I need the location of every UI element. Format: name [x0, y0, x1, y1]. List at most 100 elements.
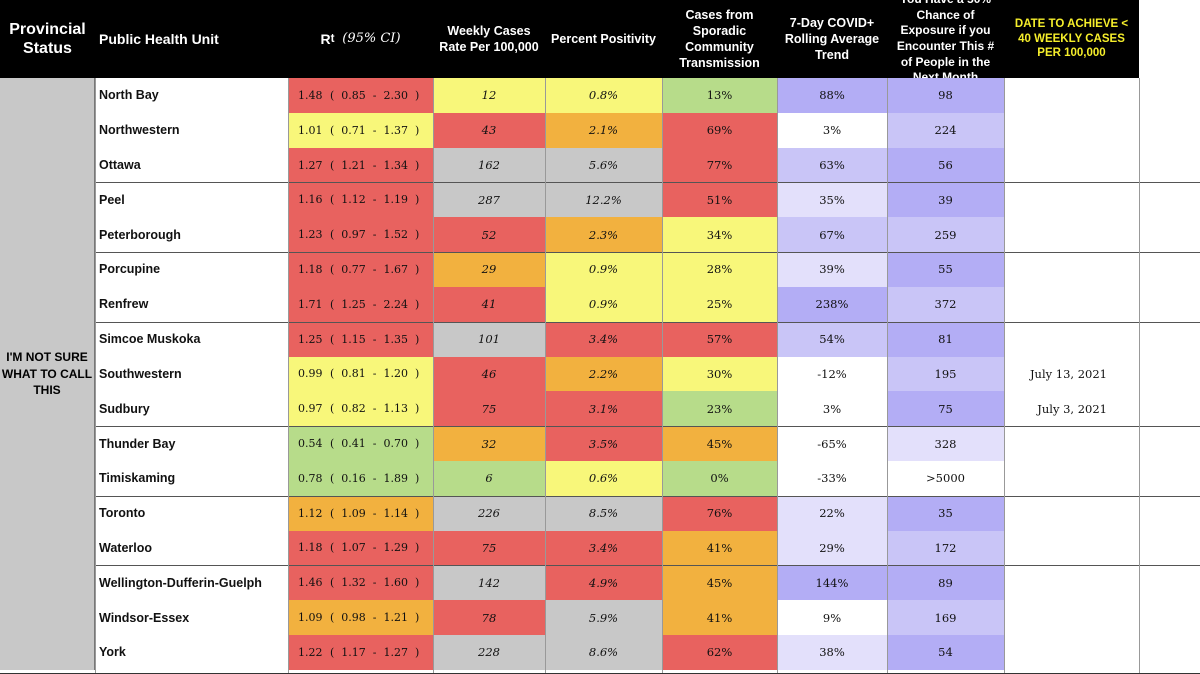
positivity-value: 8.6%	[545, 635, 662, 670]
trend-value: 54%	[777, 321, 887, 357]
rt-ci-high: 1.34	[383, 158, 409, 172]
rt-confidence-interval: ( 0.97 - 1.52 )	[330, 228, 420, 242]
weekly-rate-value: 29	[433, 252, 545, 287]
sporadic-value: 45%	[662, 565, 777, 601]
header-provincial-status: Provincial Status	[0, 0, 95, 78]
group-separator	[95, 321, 1200, 323]
header-rt-symbol: R	[320, 30, 331, 47]
phu-name: Toronto	[95, 495, 288, 531]
phu-name: Peterborough	[95, 217, 288, 253]
weekly-rate-value: 6	[433, 460, 545, 496]
phu-name: Timiskaming	[95, 460, 288, 496]
date-target-value	[1004, 460, 1139, 496]
trend-value: 3%	[777, 391, 887, 427]
rt-value: 1.27	[298, 158, 323, 172]
weekly-rate-value: 43	[433, 112, 545, 148]
rt-confidence-interval: ( 0.77 - 1.67 )	[330, 262, 420, 276]
exposure-value: 81	[887, 321, 1004, 357]
weekly-rate-value: 228	[433, 635, 545, 670]
trend-value: -33%	[777, 460, 887, 496]
date-target-value	[1004, 78, 1139, 113]
date-target-value	[1004, 147, 1139, 183]
rt-cell: 1.48 ( 0.85 - 2.30 )	[288, 78, 433, 113]
exposure-value: 169	[887, 600, 1004, 635]
phu-name: York	[95, 635, 288, 670]
trend-value: 67%	[777, 217, 887, 253]
sporadic-value: 41%	[662, 530, 777, 566]
rt-confidence-interval: ( 1.25 - 2.24 )	[330, 297, 420, 311]
date-target-value	[1004, 217, 1139, 253]
rt-cell: 1.16 ( 1.12 - 1.19 )	[288, 182, 433, 218]
rt-confidence-interval: ( 1.32 - 1.60 )	[330, 576, 420, 590]
trend-value: 9%	[777, 600, 887, 635]
phu-name: Ottawa	[95, 147, 288, 183]
rt-ci-low: 0.77	[341, 262, 366, 276]
weekly-rate-value: 101	[433, 321, 545, 357]
rt-value: 1.23	[298, 228, 323, 242]
positivity-value: 2.1%	[545, 112, 662, 148]
sporadic-value: 23%	[662, 391, 777, 427]
rt-ci-low: 0.81	[341, 367, 366, 381]
date-target-value	[1004, 112, 1139, 148]
rt-ci-low: 0.16	[341, 471, 366, 485]
date-target-value	[1004, 182, 1139, 218]
group-separator	[95, 252, 1200, 254]
positivity-value: 4.9%	[545, 565, 662, 601]
rt-value: 0.99	[298, 367, 323, 381]
exposure-value: 172	[887, 530, 1004, 566]
rt-confidence-interval: ( 1.15 - 1.35 )	[330, 332, 420, 346]
date-target-value	[1004, 635, 1139, 670]
header-rt-sub: t	[330, 32, 335, 46]
rt-ci-low: 0.85	[341, 88, 366, 102]
positivity-value: 0.6%	[545, 460, 662, 496]
rt-ci-low: 1.12	[341, 193, 366, 207]
sporadic-value: 0%	[662, 460, 777, 496]
column-separator	[288, 78, 289, 673]
weekly-rate-value: 162	[433, 147, 545, 183]
sporadic-value: 62%	[662, 635, 777, 670]
exposure-value: 98	[887, 78, 1004, 113]
rt-cell: 1.18 ( 1.07 - 1.29 )	[288, 530, 433, 566]
positivity-value: 0.8%	[545, 78, 662, 113]
positivity-value: 5.9%	[545, 600, 662, 635]
rt-ci-low: 1.15	[341, 332, 366, 346]
sporadic-value: 76%	[662, 495, 777, 531]
trend-value: 3%	[777, 112, 887, 148]
date-target-value	[1004, 426, 1139, 461]
rt-ci-high: 2.30	[383, 88, 409, 102]
phu-name: Simcoe Muskoka	[95, 321, 288, 357]
header-positivity: Percent Positivity	[545, 0, 662, 78]
column-separator	[887, 78, 888, 673]
rt-ci-high: 1.67	[383, 262, 409, 276]
column-separator	[95, 78, 96, 673]
rt-ci-high: 1.27	[383, 645, 409, 659]
positivity-value: 0.9%	[545, 286, 662, 322]
rt-cell: 0.54 ( 0.41 - 0.70 )	[288, 426, 433, 461]
rt-cell: 0.78 ( 0.16 - 1.89 )	[288, 460, 433, 496]
header-weekly-rate: Weekly Cases Rate Per 100,000	[433, 0, 545, 78]
rt-ci-high: 1.89	[383, 471, 409, 485]
date-target-value	[1004, 495, 1139, 531]
phu-name: Northwestern	[95, 112, 288, 148]
date-target-value	[1004, 252, 1139, 287]
column-separator	[1004, 78, 1005, 673]
header-date-target: DATE TO ACHIEVE < 40 WEEKLY CASES PER 10…	[1004, 0, 1139, 78]
exposure-value: 55	[887, 252, 1004, 287]
positivity-value: 3.4%	[545, 530, 662, 566]
rt-confidence-interval: ( 0.16 - 1.89 )	[330, 471, 420, 485]
phu-name: Wellington-Dufferin-Guelph	[95, 565, 288, 601]
rt-cell: 0.97 ( 0.82 - 1.13 )	[288, 391, 433, 427]
header-sporadic: Cases from Sporadic Community Transmissi…	[662, 0, 777, 78]
sporadic-value: 45%	[662, 426, 777, 461]
sporadic-value: 57%	[662, 321, 777, 357]
rt-ci-low: 1.07	[341, 541, 366, 555]
group-separator	[95, 426, 1200, 428]
rt-confidence-interval: ( 0.82 - 1.13 )	[330, 402, 420, 416]
rt-ci-low: 0.71	[341, 123, 366, 137]
positivity-value: 2.2%	[545, 356, 662, 392]
rt-ci-low: 1.21	[341, 158, 366, 172]
rt-ci-high: 1.20	[383, 367, 409, 381]
sporadic-value: 13%	[662, 78, 777, 113]
weekly-rate-value: 75	[433, 391, 545, 427]
